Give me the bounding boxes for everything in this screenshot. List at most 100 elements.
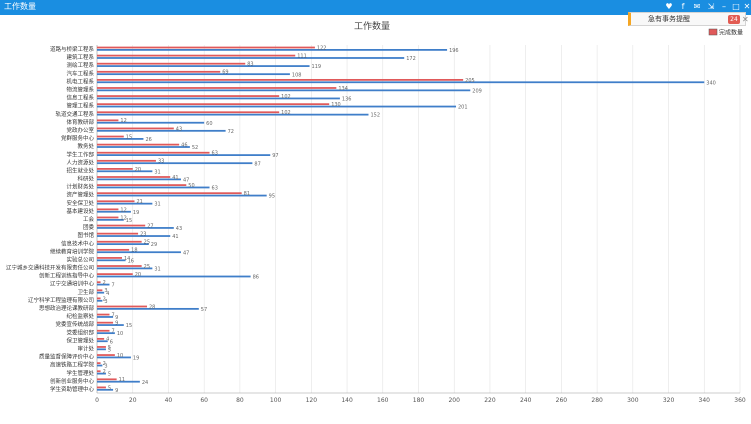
bar-completed[interactable] <box>97 127 174 130</box>
value-label-completed: 134 <box>338 86 348 92</box>
bar-completed[interactable] <box>97 305 148 308</box>
value-label-total: 72 <box>228 129 234 135</box>
close-icon[interactable]: ✕ <box>743 2 751 11</box>
bar-completed[interactable] <box>97 184 187 186</box>
bar-total[interactable] <box>97 113 369 116</box>
bar-total[interactable] <box>97 210 131 213</box>
bar-total[interactable] <box>97 299 103 302</box>
bar-completed[interactable] <box>97 70 221 73</box>
bar-total[interactable] <box>97 372 106 375</box>
bar-total[interactable] <box>97 259 126 262</box>
maximize-icon[interactable]: □ <box>732 2 740 11</box>
bar-total[interactable] <box>97 194 267 197</box>
bar-total[interactable] <box>97 267 153 270</box>
bar-completed[interactable] <box>97 370 101 373</box>
bar-completed[interactable] <box>97 54 296 57</box>
bar-total[interactable] <box>97 235 171 237</box>
bar-total[interactable] <box>97 48 448 51</box>
bar-completed[interactable] <box>97 281 101 284</box>
notification-popup[interactable]: 急有事务提醒 24 ✕ <box>628 12 749 26</box>
bar-total[interactable] <box>97 380 140 383</box>
bar-completed[interactable] <box>97 216 119 219</box>
bar-total[interactable] <box>97 364 103 367</box>
minimize-icon[interactable]: – <box>722 2 726 11</box>
bar-completed[interactable] <box>97 321 114 324</box>
bar-completed[interactable] <box>97 176 171 178</box>
bar-total[interactable] <box>97 154 271 156</box>
bar-total[interactable] <box>97 97 340 100</box>
bar-total[interactable] <box>97 170 153 173</box>
bar-completed[interactable] <box>97 119 119 122</box>
bar-completed[interactable] <box>97 78 464 81</box>
bar-completed[interactable] <box>97 200 135 203</box>
bar-completed[interactable] <box>97 224 146 227</box>
bar-total[interactable] <box>97 348 106 351</box>
bar-completed[interactable] <box>97 192 242 195</box>
expand-icon[interactable]: ⇲ <box>707 2 715 11</box>
facebook-icon[interactable]: f <box>681 2 685 11</box>
bar-completed[interactable] <box>97 103 330 106</box>
bar-completed[interactable] <box>97 95 280 97</box>
bar-total[interactable] <box>97 89 471 92</box>
bar-completed[interactable] <box>97 240 142 243</box>
bar-total[interactable] <box>97 307 199 310</box>
bar-completed[interactable] <box>97 135 124 138</box>
bar-total[interactable] <box>97 146 190 148</box>
bar-total[interactable] <box>97 138 144 140</box>
bar-completed[interactable] <box>97 232 139 235</box>
bar-total[interactable] <box>97 227 174 229</box>
bar-completed[interactable] <box>97 62 246 65</box>
bar-completed[interactable] <box>97 265 142 267</box>
chart-legend[interactable]: 完成数量 <box>708 29 743 37</box>
bar-total[interactable] <box>97 186 210 189</box>
bar-total[interactable] <box>97 340 108 343</box>
value-label-completed: 2 <box>103 361 106 367</box>
bar-completed[interactable] <box>97 168 133 170</box>
bar-total[interactable] <box>97 324 124 326</box>
bar-completed[interactable] <box>97 289 103 292</box>
bar-completed[interactable] <box>97 329 110 332</box>
bar-total[interactable] <box>97 316 114 318</box>
bar-total[interactable] <box>97 243 149 246</box>
bell-icon[interactable]: ✉ <box>693 2 701 11</box>
bar-completed[interactable] <box>97 337 105 340</box>
bar-completed[interactable] <box>97 297 101 300</box>
heart-icon[interactable]: ♥ <box>665 2 673 11</box>
bar-total[interactable] <box>97 388 114 391</box>
bar-total[interactable] <box>97 105 457 108</box>
bar-completed[interactable] <box>97 362 101 365</box>
bar-completed[interactable] <box>97 257 123 259</box>
bar-total[interactable] <box>97 291 105 294</box>
bar-total[interactable] <box>97 275 251 278</box>
value-label-completed: 12 <box>120 207 126 213</box>
bar-completed[interactable] <box>97 313 110 316</box>
bar-total[interactable] <box>97 178 181 181</box>
bar-completed[interactable] <box>97 378 117 381</box>
bar-total[interactable] <box>97 251 181 254</box>
bar-total[interactable] <box>97 218 124 221</box>
bar-completed[interactable] <box>97 159 156 162</box>
bar-total[interactable] <box>97 81 705 84</box>
bar-total[interactable] <box>97 162 253 165</box>
bar-total[interactable] <box>97 283 110 286</box>
bar-total[interactable] <box>97 356 131 359</box>
bar-completed[interactable] <box>97 273 133 276</box>
bar-total[interactable] <box>97 202 153 205</box>
bar-completed[interactable] <box>97 87 337 89</box>
notification-close-icon[interactable]: ✕ <box>742 15 749 24</box>
bar-completed[interactable] <box>97 143 180 146</box>
bar-completed[interactable] <box>97 151 210 154</box>
bar-completed[interactable] <box>97 111 280 114</box>
bar-completed[interactable] <box>97 46 315 49</box>
bar-completed[interactable] <box>97 354 115 356</box>
bar-completed[interactable] <box>97 346 106 348</box>
bar-total[interactable] <box>97 65 310 67</box>
bar-total[interactable] <box>97 332 115 335</box>
bar-total[interactable] <box>97 129 226 132</box>
bar-completed[interactable] <box>97 248 130 251</box>
bar-completed[interactable] <box>97 208 119 211</box>
bar-completed[interactable] <box>97 386 106 389</box>
bar-total[interactable] <box>97 73 290 76</box>
bar-total[interactable] <box>97 121 205 124</box>
bar-total[interactable] <box>97 57 405 59</box>
